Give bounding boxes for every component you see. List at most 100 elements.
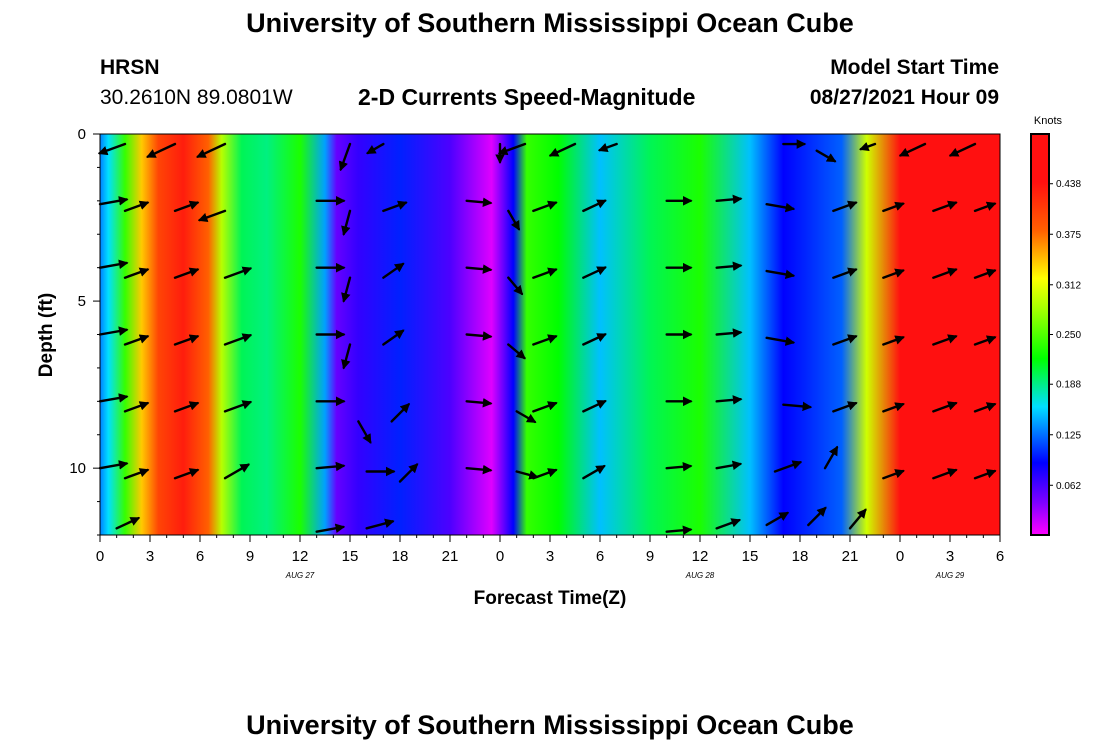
current-vector	[765, 202, 796, 213]
current-vector	[665, 461, 693, 472]
current-vector	[859, 142, 877, 152]
current-vector	[465, 397, 493, 408]
current-vector	[882, 469, 905, 480]
model-start-value: 08/27/2021 Hour 09	[809, 86, 999, 109]
date-label: AUG 27	[285, 571, 315, 580]
x-tick-label: 21	[842, 548, 859, 565]
current-vector	[548, 142, 577, 157]
x-tick-label: 0	[896, 548, 904, 565]
current-vector	[765, 269, 796, 280]
current-vector	[223, 463, 251, 480]
current-vector	[98, 326, 129, 336]
current-vector	[123, 334, 150, 346]
current-vector	[98, 259, 129, 270]
current-vector	[948, 142, 977, 157]
page-title: University of Southern Mississippi Ocean…	[246, 8, 854, 38]
current-vector	[715, 395, 743, 405]
current-vector	[815, 149, 837, 163]
current-vector	[973, 201, 997, 213]
colorbar-tick-label: 0.188	[1056, 380, 1081, 391]
current-vector	[532, 200, 558, 213]
current-vector	[932, 267, 958, 279]
current-vector	[173, 468, 200, 480]
current-vector	[765, 511, 790, 527]
current-vector	[382, 200, 408, 213]
colorbar-tick-label: 0.125	[1056, 430, 1081, 441]
current-vector	[973, 469, 997, 480]
current-vector	[223, 266, 253, 279]
station-coords: 30.2610N 89.0801W	[100, 86, 293, 109]
current-vector	[515, 470, 539, 480]
current-vector	[715, 261, 743, 272]
current-vector	[357, 420, 372, 444]
current-vector	[832, 401, 858, 413]
current-vector	[390, 403, 410, 423]
current-vector	[832, 267, 858, 279]
chart-title: 2-D Currents Speed-Magnitude	[358, 84, 696, 110]
current-vector	[932, 200, 958, 213]
x-tick-label: 9	[646, 548, 654, 565]
x-tick-label: 3	[546, 548, 554, 565]
current-vector	[146, 142, 177, 158]
x-tick-label: 6	[196, 548, 204, 565]
y-tick-label: 5	[78, 293, 86, 310]
current-vector	[765, 336, 796, 346]
current-vector	[832, 334, 858, 346]
current-vector	[366, 142, 385, 155]
current-vector	[532, 401, 558, 413]
x-tick-label: 15	[742, 548, 759, 565]
current-vector	[773, 460, 803, 473]
current-vector	[341, 209, 352, 236]
current-vector	[582, 333, 607, 346]
current-vector	[197, 209, 227, 222]
footer-title: University of Southern Mississippi Ocean…	[246, 710, 854, 740]
y-tick-label: 10	[69, 460, 86, 477]
current-vector	[507, 276, 524, 296]
current-vector	[123, 468, 150, 480]
x-tick-label: 12	[292, 548, 309, 565]
current-vector	[382, 262, 405, 279]
x-tick-label: 15	[342, 548, 359, 565]
current-vector	[582, 266, 607, 279]
current-vector	[196, 142, 227, 158]
station-name: HRSN	[100, 56, 160, 79]
current-vector	[115, 516, 141, 530]
colorbar-tick-label: 0.250	[1056, 330, 1081, 341]
x-tick-label: 12	[692, 548, 709, 565]
current-vector	[807, 506, 827, 527]
colorbar-unit: Knots	[1034, 115, 1063, 127]
current-vector	[315, 461, 346, 472]
current-vector	[832, 200, 858, 213]
current-vector	[173, 267, 200, 279]
current-vector	[98, 196, 129, 206]
current-vector	[97, 142, 127, 156]
current-vector	[665, 525, 693, 536]
x-tick-label: 3	[146, 548, 154, 565]
current-vector	[582, 400, 607, 413]
x-tick-label: 18	[392, 548, 409, 565]
current-vector	[465, 264, 493, 274]
current-vector	[173, 401, 200, 413]
current-vector	[848, 508, 867, 530]
current-vector	[123, 200, 150, 213]
current-vector	[223, 333, 253, 346]
current-vector	[341, 343, 352, 370]
current-vector	[123, 401, 150, 413]
current-vector	[532, 334, 558, 346]
x-tick-label: 6	[996, 548, 1004, 565]
current-vector	[882, 335, 905, 346]
current-vector	[715, 460, 743, 471]
current-vector	[98, 393, 129, 403]
current-vector	[582, 199, 607, 213]
current-vector	[932, 401, 958, 413]
current-vector	[338, 142, 352, 172]
model-start-label: Model Start Time	[830, 56, 999, 79]
x-axis-title: Forecast Time(Z)	[474, 588, 627, 609]
current-vector	[382, 329, 405, 346]
current-vector	[465, 197, 493, 208]
current-vector	[973, 268, 997, 279]
current-vector	[398, 463, 419, 483]
current-vector	[532, 468, 558, 480]
x-tick-label: 6	[596, 548, 604, 565]
y-axis-title: Depth (ft)	[36, 293, 57, 377]
